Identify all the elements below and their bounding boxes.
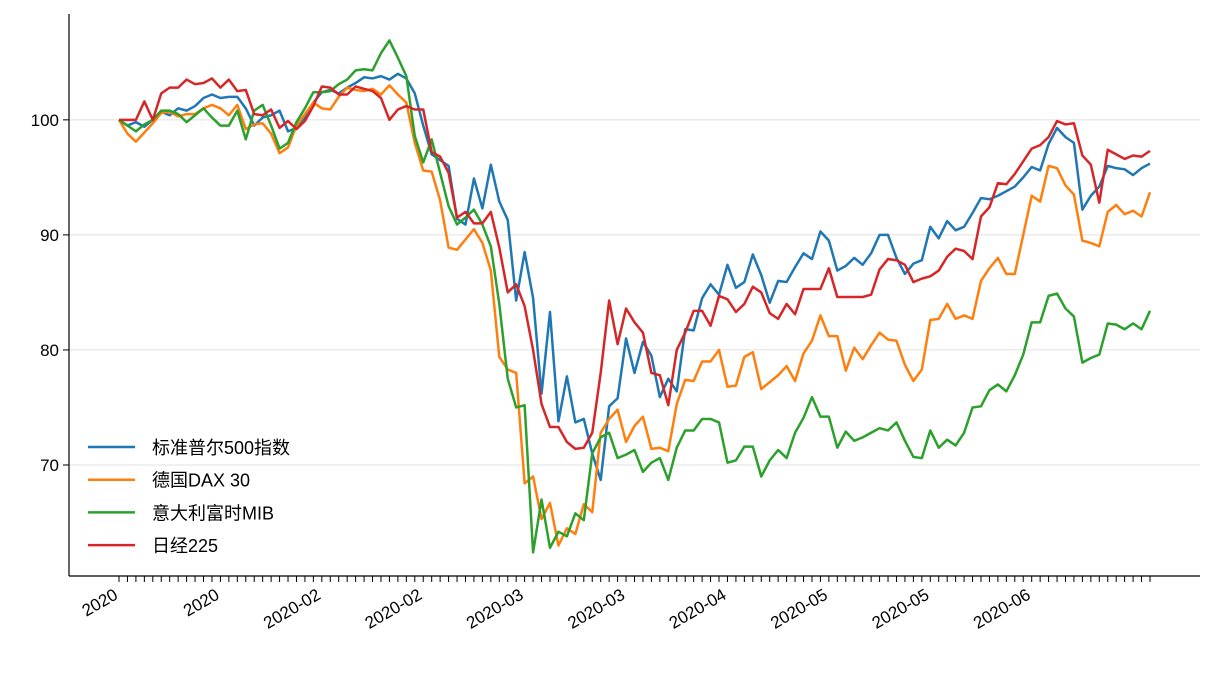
x-tick-label: 2020 (180, 585, 222, 620)
legend-label: 德国DAX 30 (152, 471, 250, 491)
y-tick-label: 80 (40, 341, 59, 360)
legend-label: 日经225 (152, 536, 218, 556)
x-tick-label: 2020-02 (260, 585, 324, 633)
x-tick-label: 2020-03 (463, 585, 527, 633)
x-tick-label: 2020-05 (767, 585, 831, 633)
x-tick-label: 2020-04 (666, 585, 730, 633)
x-tick-label: 2020 (79, 585, 121, 620)
y-tick-label: 100 (31, 111, 59, 130)
series-line (117, 84, 1152, 547)
series-line (119, 77, 1151, 451)
x-tick-label: 2020-02 (362, 585, 426, 633)
x-tick-label: 2020-03 (565, 585, 629, 633)
legend-label: 标准普尔500指数 (152, 438, 290, 458)
series-line (118, 39, 1152, 554)
x-tick-label: 2020-05 (869, 585, 933, 633)
x-tick-label: 2020-06 (970, 585, 1034, 633)
y-tick-label: 90 (40, 226, 59, 245)
legend-label: 意大利富时MIB (152, 503, 274, 523)
series-line (118, 72, 1151, 482)
y-tick-label: 70 (40, 456, 59, 475)
